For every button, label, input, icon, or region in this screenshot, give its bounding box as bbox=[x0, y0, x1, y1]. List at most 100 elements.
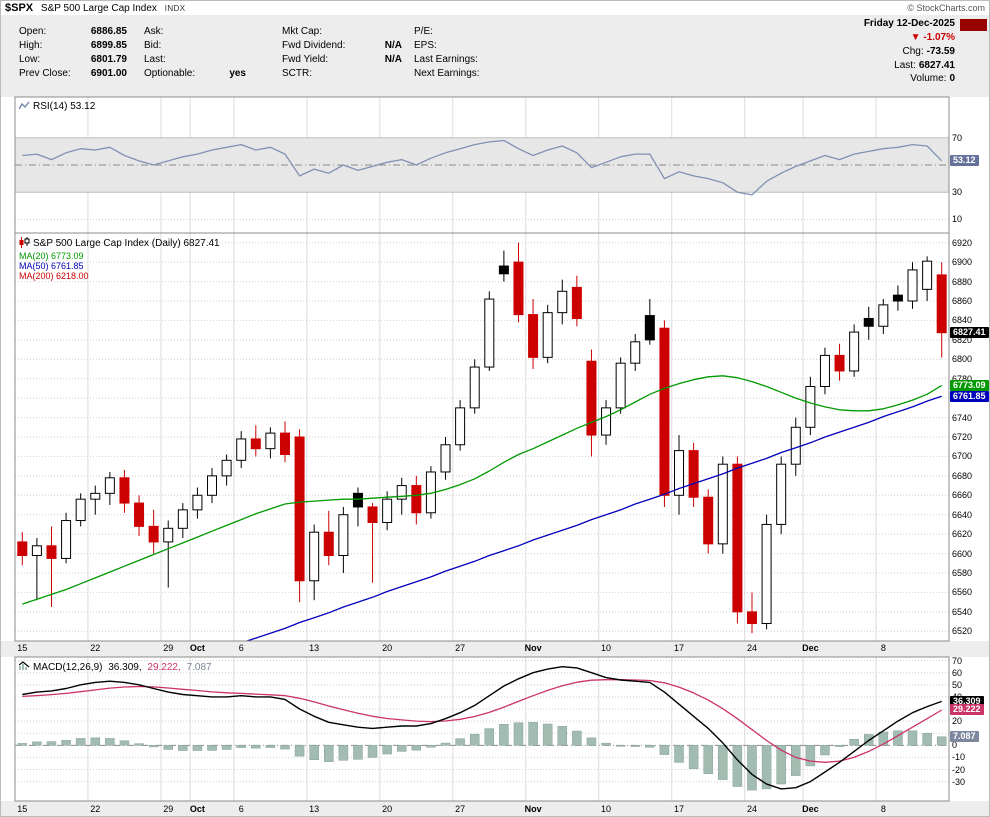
x-axis-label: Dec bbox=[802, 804, 819, 814]
copyright-label: © StockCharts.com bbox=[907, 3, 985, 13]
macd-signal-value: 29.222, bbox=[147, 662, 181, 673]
quote-row: Bid: bbox=[144, 39, 246, 52]
quote-row: Open: 6886.85 bbox=[19, 25, 127, 38]
quote-field-value: N/A bbox=[384, 54, 402, 65]
quote-field-value: N/A bbox=[384, 40, 402, 51]
rsi-value: 53.12 bbox=[70, 101, 96, 112]
quote-row: Optionable: yes bbox=[144, 67, 246, 80]
change-percent-row: ▼ -1.07% bbox=[864, 32, 955, 43]
x-axis-label: 8 bbox=[880, 643, 886, 653]
quote-field-label: Next Earnings: bbox=[414, 68, 480, 79]
quote-row: Low: 6801.79 bbox=[19, 53, 127, 66]
volume-value: 0 bbox=[949, 73, 955, 84]
ma50-legend: MA(50) 6761.85 bbox=[19, 261, 84, 271]
price-axis-tick: 6820 bbox=[952, 334, 973, 345]
price-axis-tick: 6540 bbox=[952, 606, 973, 617]
macd-indicator-icon bbox=[18, 661, 30, 670]
last-value: 6827.41 bbox=[918, 59, 955, 71]
quote-row: High: 6899.85 bbox=[19, 39, 127, 52]
ticker-symbol: $SPX bbox=[5, 2, 34, 14]
price-value-box: 6773.09 bbox=[950, 379, 989, 391]
x-axis-label: Oct bbox=[189, 804, 205, 814]
price-axis-tick: 6580 bbox=[952, 568, 973, 578]
price-axis-tick: 6720 bbox=[952, 432, 973, 442]
quote-field-label: Fwd Yield: bbox=[282, 54, 329, 65]
change-row: Chg: -73.59 bbox=[864, 45, 955, 59]
x-axis-label: 10 bbox=[601, 804, 612, 814]
price-axis-tick: 6840 bbox=[952, 315, 973, 326]
quote-row: Mkt Cap: bbox=[282, 25, 402, 38]
quote-row: Prev Close: 6901.00 bbox=[19, 67, 127, 80]
macd-axis-tick: 50 bbox=[952, 679, 963, 690]
quote-field-label: Last Earnings: bbox=[414, 54, 478, 65]
ma50-value: 6761.85 bbox=[51, 261, 84, 271]
quote-field-value: yes bbox=[229, 68, 246, 79]
price-value-box: 6761.85 bbox=[950, 390, 989, 402]
rsi-axis-tick: 10 bbox=[952, 214, 963, 225]
macd-axis-tick: 60 bbox=[952, 667, 963, 678]
quote-field-label: High: bbox=[19, 40, 43, 51]
ma20-legend: MA(20) 6773.09 bbox=[19, 251, 84, 261]
price-axis-tick: 6880 bbox=[952, 276, 973, 287]
last-row: Last: 6827.41 bbox=[864, 59, 955, 73]
price-axis-tick: 6600 bbox=[952, 548, 973, 559]
x-axis-label: 22 bbox=[90, 643, 101, 653]
price-axis-tick: 6740 bbox=[952, 412, 973, 423]
rsi-indicator-icon bbox=[18, 101, 30, 110]
date-marker-box bbox=[960, 19, 987, 31]
index-name: S&P 500 Large Cap Index bbox=[40, 3, 157, 14]
quote-row: P/E: bbox=[414, 25, 548, 38]
volume-label: Volume: bbox=[910, 73, 947, 84]
x-axis-label: 13 bbox=[309, 643, 320, 653]
price-axis-tick: 6620 bbox=[952, 529, 973, 540]
macd-value-box: 36.309 bbox=[950, 695, 984, 707]
price-axis-tick: 6520 bbox=[952, 626, 973, 637]
x-axis-label: 17 bbox=[674, 804, 685, 814]
macd-label: MACD(12,26,9) bbox=[33, 662, 103, 673]
ma200-legend: MA(200) 6218.00 bbox=[19, 271, 89, 281]
change-percent: -1.07% bbox=[923, 32, 955, 43]
ma20-label: MA(20) bbox=[19, 251, 49, 261]
rsi-axis-tick: 30 bbox=[952, 187, 963, 198]
x-axis-label: 24 bbox=[746, 643, 757, 653]
x-axis-label: 17 bbox=[674, 643, 685, 653]
price-axis-tick: 6560 bbox=[952, 587, 973, 598]
x-axis-label: 27 bbox=[455, 804, 466, 814]
price-axis-tick: 6900 bbox=[952, 257, 973, 268]
quote-field-label: Optionable: bbox=[144, 68, 196, 79]
quote-field-label: P/E: bbox=[414, 26, 433, 37]
price-axis-tick: 6700 bbox=[952, 451, 973, 462]
x-axis-label: Nov bbox=[524, 804, 542, 814]
macd-axis-tick: -10 bbox=[952, 752, 966, 763]
x-axis-label: 20 bbox=[382, 643, 393, 653]
price-axis-tick: 6860 bbox=[952, 296, 973, 306]
candlestick-icon bbox=[19, 237, 30, 248]
price-last-value: 6827.41 bbox=[183, 238, 220, 249]
price-axis-tick: 6780 bbox=[952, 373, 973, 384]
quote-field-value: 6901.00 bbox=[90, 68, 127, 79]
quote-row: Ask: bbox=[144, 25, 246, 38]
price-axis-tick: 6660 bbox=[952, 490, 973, 501]
quote-row: Last: bbox=[144, 53, 246, 66]
quote-field-label: Ask: bbox=[144, 26, 164, 37]
quote-panel: Open: 6886.85 High: 6899.85 Low: 6801.79 Prev … bbox=[1, 15, 989, 97]
exchange-label: INDX bbox=[164, 4, 186, 13]
ma20-value: 6773.09 bbox=[51, 251, 84, 261]
price-axis-tick: 6800 bbox=[952, 354, 973, 365]
quote-row: EPS: bbox=[414, 39, 548, 52]
quote-row: Fwd Yield: N/A bbox=[282, 53, 402, 66]
chg-label: Chg: bbox=[902, 46, 924, 57]
x-axis-label: 20 bbox=[382, 804, 393, 814]
rsi-value-box: 53.12 bbox=[950, 155, 979, 167]
ma200-label: MA(200) bbox=[19, 271, 54, 281]
quote-field-value: 6886.85 bbox=[90, 26, 127, 37]
quote-field-label: Bid: bbox=[144, 40, 162, 51]
macd-axis-tick: 70 bbox=[952, 655, 963, 666]
x-axis-label: 27 bbox=[455, 643, 466, 653]
rsi-label: RSI(14) bbox=[33, 101, 68, 112]
price-legend: S&P 500 Large Cap Index (Daily) 6827.41 bbox=[19, 237, 220, 249]
chg-value: -73.59 bbox=[926, 46, 955, 57]
quote-field-label: Low: bbox=[19, 54, 41, 65]
